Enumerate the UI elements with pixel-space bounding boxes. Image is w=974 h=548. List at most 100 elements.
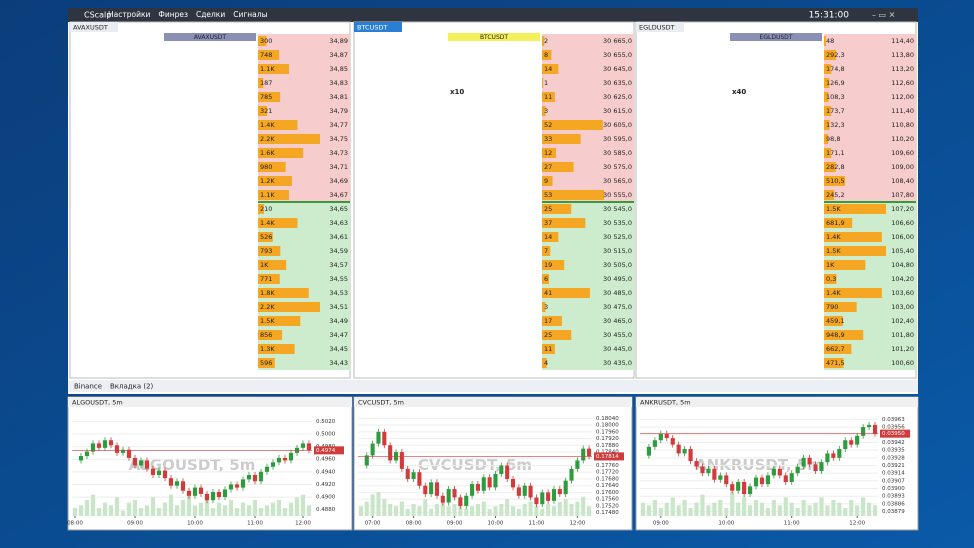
volume-label: 681,9 xyxy=(826,219,845,227)
candle xyxy=(861,427,866,436)
candle xyxy=(819,462,824,471)
volume-label: 793 xyxy=(260,247,272,255)
volume-bar xyxy=(824,316,843,326)
menu-item[interactable]: Сигналы xyxy=(233,10,267,19)
panel-tab[interactable]: AVAXUSDT xyxy=(73,24,108,32)
price-label: 30 655,0 xyxy=(603,51,632,59)
y-tick-label: 0.03907 xyxy=(882,478,905,484)
candle xyxy=(388,445,393,461)
volume-bar xyxy=(240,502,246,516)
volume-label: 1.4K xyxy=(826,233,841,241)
volume-bar xyxy=(186,492,192,516)
volume-bar xyxy=(540,508,545,516)
price-label: 112,00 xyxy=(891,93,914,101)
title-bar xyxy=(68,8,918,22)
volume-bar xyxy=(819,497,824,516)
candle xyxy=(282,457,288,461)
price-label: 110,80 xyxy=(891,121,914,129)
candle xyxy=(753,477,759,487)
candle xyxy=(470,484,475,496)
x-tick-label: 10:00 xyxy=(488,521,504,527)
volume-label: 1.1K xyxy=(260,65,275,73)
volume-bar xyxy=(646,505,652,516)
volume-bar xyxy=(777,505,782,516)
candle xyxy=(288,452,294,461)
candle xyxy=(198,487,204,494)
volume-bar xyxy=(246,505,252,516)
app-name: CScalp xyxy=(84,11,111,20)
menu-item[interactable]: Сделки xyxy=(196,10,225,19)
price-label: 113,80 xyxy=(891,51,914,59)
volume-bar xyxy=(542,246,551,256)
x-tick-label: 12:00 xyxy=(849,521,865,527)
price-label: 112,60 xyxy=(891,79,914,87)
volume-bar xyxy=(542,358,547,368)
ladder-row xyxy=(258,48,350,62)
candle xyxy=(493,473,498,488)
price-label: 111,40 xyxy=(891,107,914,115)
y-tick-label: 0.03963 xyxy=(882,417,905,423)
candle xyxy=(652,440,657,447)
panel-tab[interactable]: BTCUSDT xyxy=(357,24,387,32)
volume-bar xyxy=(294,497,300,516)
menu-item[interactable]: Финрез xyxy=(158,10,188,19)
candle xyxy=(90,443,96,452)
volume-label: 748 xyxy=(260,51,272,59)
volume-bar xyxy=(499,504,504,516)
price-label: 34,51 xyxy=(329,303,348,311)
volume-label: 27 xyxy=(544,163,552,171)
window-buttons[interactable]: – ▭ ✕ xyxy=(872,11,895,20)
chart-tab[interactable]: ALGOUSDT, 5m xyxy=(72,399,123,407)
volume-bar xyxy=(542,330,572,340)
price-label: 34,61 xyxy=(329,233,348,241)
volume-label: 662,7 xyxy=(826,345,845,353)
menu-item[interactable]: Настройки xyxy=(108,10,150,19)
volume-bar xyxy=(258,344,295,354)
ladder-title: EGLDUSDT xyxy=(760,34,793,41)
volume-bar xyxy=(138,508,144,516)
candle xyxy=(569,468,574,481)
volume-label: 321 xyxy=(260,107,272,115)
volume-bar xyxy=(700,494,705,516)
price-label: 108,40 xyxy=(891,177,914,185)
volume-bar xyxy=(522,504,527,516)
candle xyxy=(546,492,551,501)
candle xyxy=(700,466,705,474)
price-label: 34,63 xyxy=(329,219,348,227)
volume-bar xyxy=(388,504,393,516)
candle xyxy=(676,444,681,454)
price-label: 30 605,0 xyxy=(603,121,632,129)
volume-label: 1.4K xyxy=(260,219,275,227)
last-price-box xyxy=(314,446,344,455)
ladder-row xyxy=(258,104,350,118)
panel-tab[interactable]: EGLDUSDT xyxy=(639,24,675,32)
candle xyxy=(759,477,765,485)
candle xyxy=(120,449,126,453)
ladder-row xyxy=(824,76,916,90)
volume-bar xyxy=(546,504,551,516)
volume-label: 292,3 xyxy=(826,51,845,59)
workspace-tab[interactable]: Вкладка (2) xyxy=(110,383,154,391)
volume-bar xyxy=(542,316,562,326)
volume-bar xyxy=(258,288,309,298)
volume-bar xyxy=(258,330,283,340)
volume-label: 108,3 xyxy=(826,93,845,101)
candle xyxy=(712,468,717,480)
workspace-tab[interactable]: Binance xyxy=(74,383,102,391)
volume-bar xyxy=(150,497,156,516)
volume-label: 4 xyxy=(544,359,548,367)
ladder-row xyxy=(824,34,916,48)
volume-bar xyxy=(510,506,516,516)
price-label: 30 505,0 xyxy=(603,261,632,269)
volume-label: 471,5 xyxy=(826,359,845,367)
chart-tab[interactable]: CVCUSDT, 5m xyxy=(358,399,404,407)
volume-bar xyxy=(824,246,886,256)
candle xyxy=(270,462,276,467)
price-label: 30 615,0 xyxy=(603,107,632,115)
price-label: 107,20 xyxy=(891,205,914,213)
candle xyxy=(581,448,586,461)
chart-tab[interactable]: ANKRUSDT, 5m xyxy=(640,399,691,407)
volume-bar xyxy=(475,504,480,516)
candle xyxy=(563,480,568,495)
volume-bar xyxy=(670,497,675,516)
